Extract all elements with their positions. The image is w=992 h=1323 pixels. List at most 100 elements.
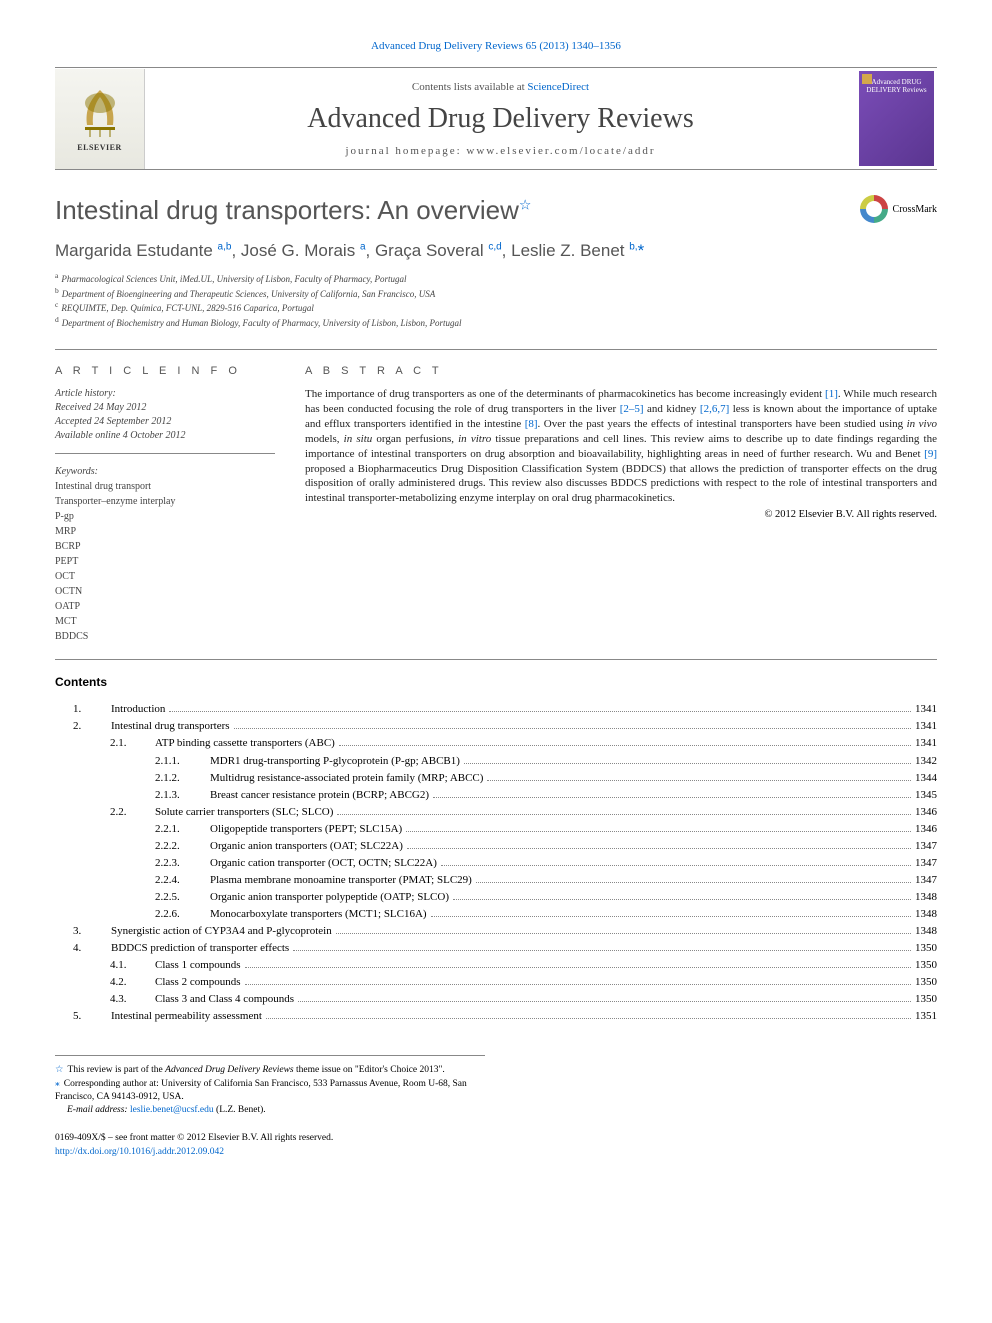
header-link[interactable]: Advanced Drug Delivery Reviews 65 (2013)… [371, 40, 621, 52]
toc-row[interactable]: 2.1.1.MDR1 drug-transporting P-glycoprot… [55, 753, 937, 770]
toc-title: BDDCS prediction of transporter effects [111, 940, 289, 957]
toc-leader-dots [453, 899, 911, 900]
toc-title: Breast cancer resistance protein (BCRP; … [210, 787, 429, 804]
journal-name: Advanced Drug Delivery Reviews [155, 103, 846, 135]
email-suffix: (L.Z. Benet). [214, 1105, 266, 1115]
toc-page: 1347 [915, 872, 937, 889]
toc-title: Plasma membrane monoamine transporter (P… [210, 872, 472, 889]
homepage-url[interactable]: www.elsevier.com/locate/addr [466, 145, 655, 157]
toc-row[interactable]: 2.2.3.Organic cation transporter (OCT, O… [55, 855, 937, 872]
toc-page: 1350 [915, 974, 937, 991]
toc-row[interactable]: 2.Intestinal drug transporters1341 [55, 718, 937, 735]
toc-title: MDR1 drug-transporting P-glycoprotein (P… [210, 753, 460, 770]
toc-leader-dots [431, 916, 911, 917]
footnote-theme: This review is part of the Advanced Drug… [68, 1065, 445, 1075]
toc-page: 1342 [915, 753, 937, 770]
toc-page: 1341 [915, 701, 937, 718]
toc-title: Organic anion transporter polypeptide (O… [210, 889, 449, 906]
toc-page: 1347 [915, 838, 937, 855]
article-info: A R T I C L E I N F O Article history: R… [55, 365, 275, 644]
toc-title: Intestinal drug transporters [111, 718, 230, 735]
toc-row[interactable]: 2.1.2.Multidrug resistance-associated pr… [55, 770, 937, 787]
toc-row[interactable]: 2.2.Solute carrier transporters (SLC; SL… [55, 804, 937, 821]
toc-page: 1346 [915, 804, 937, 821]
toc-page: 1346 [915, 821, 937, 838]
toc-num: 4. [55, 940, 111, 957]
toc-page: 1348 [915, 889, 937, 906]
toc-title: Oligopeptide transporters (PEPT; SLC15A) [210, 821, 402, 838]
toc-num: 3. [55, 923, 111, 940]
homepage-line: journal homepage: www.elsevier.com/locat… [155, 145, 846, 157]
footnotes: ☆ This review is part of the Advanced Dru… [55, 1055, 485, 1117]
toc-leader-dots [298, 1001, 911, 1002]
toc-leader-dots [234, 728, 911, 729]
toc-num: 4.2. [55, 974, 155, 991]
article-history: Article history: Received 24 May 2012Acc… [55, 387, 275, 454]
elsevier-logo: ELSEVIER [55, 69, 145, 169]
toc-page: 1345 [915, 787, 937, 804]
keywords: Keywords: Intestinal drug transportTrans… [55, 464, 275, 644]
toc-page: 1347 [915, 855, 937, 872]
toc-leader-dots [245, 967, 911, 968]
toc-leader-dots [245, 984, 911, 985]
copyright: © 2012 Elsevier B.V. All rights reserved… [305, 509, 937, 520]
toc-num: 5. [55, 1008, 111, 1025]
toc-num: 2.2.5. [55, 889, 210, 906]
toc-page: 1348 [915, 906, 937, 923]
toc-page: 1351 [915, 1008, 937, 1025]
sciencedirect-link[interactable]: ScienceDirect [527, 81, 589, 93]
toc-num: 2.1.2. [55, 770, 210, 787]
toc-page: 1350 [915, 991, 937, 1008]
toc-row[interactable]: 2.1.3.Breast cancer resistance protein (… [55, 787, 937, 804]
toc-leader-dots [407, 848, 911, 849]
abstract-text: The importance of drug transporters as o… [305, 387, 937, 506]
toc-row[interactable]: 2.2.2.Organic anion transporters (OAT; S… [55, 838, 937, 855]
toc-row[interactable]: 2.2.1.Oligopeptide transporters (PEPT; S… [55, 821, 937, 838]
front-matter: 0169-409X/$ – see front matter © 2012 El… [55, 1132, 937, 1145]
doi-link[interactable]: http://dx.doi.org/10.1016/j.addr.2012.09… [55, 1147, 224, 1157]
toc-row[interactable]: 2.2.6.Monocarboxylate transporters (MCT1… [55, 906, 937, 923]
toc-title: Organic anion transporters (OAT; SLC22A) [210, 838, 403, 855]
abstract-heading: A B S T R A C T [305, 365, 937, 377]
toc-page: 1341 [915, 735, 937, 752]
toc-row[interactable]: 2.2.4.Plasma membrane monoamine transpor… [55, 872, 937, 889]
toc-title: Multidrug resistance-associated protein … [210, 770, 483, 787]
toc-num: 2.2.4. [55, 872, 210, 889]
contents-line: Contents lists available at ScienceDirec… [155, 81, 846, 93]
star-icon: ☆ [55, 1065, 64, 1075]
toc-row[interactable]: 2.2.5.Organic anion transporter polypept… [55, 889, 937, 906]
asterisk-icon: ⁎ [55, 1079, 60, 1089]
running-header: Advanced Drug Delivery Reviews 65 (2013)… [55, 40, 937, 52]
toc-title: Introduction [111, 701, 165, 718]
masthead: ELSEVIER Contents lists available at Sci… [55, 67, 937, 170]
toc-row[interactable]: 5.Intestinal permeability assessment 1351 [55, 1008, 937, 1025]
toc-num: 2.1.1. [55, 753, 210, 770]
toc-leader-dots [406, 831, 911, 832]
table-of-contents: 1.Introduction13412.Intestinal drug tran… [55, 701, 937, 1025]
toc-title: Intestinal permeability assessment [111, 1008, 262, 1025]
toc-page: 1341 [915, 718, 937, 735]
toc-row[interactable]: 3.Synergistic action of CYP3A4 and P-gly… [55, 923, 937, 940]
toc-row[interactable]: 2.1.ATP binding cassette transporters (A… [55, 735, 937, 752]
toc-leader-dots [441, 865, 911, 866]
toc-page: 1350 [915, 940, 937, 957]
toc-leader-dots [169, 711, 911, 712]
toc-row[interactable]: 4.3.Class 3 and Class 4 compounds1350 [55, 991, 937, 1008]
affiliations: aPharmacological Sciences Unit, iMed.UL,… [55, 271, 937, 329]
toc-leader-dots [487, 780, 911, 781]
email-link[interactable]: leslie.benet@ucsf.edu [130, 1105, 214, 1115]
toc-title: Synergistic action of CYP3A4 and P-glyco… [111, 923, 332, 940]
toc-row[interactable]: 4.BDDCS prediction of transporter effect… [55, 940, 937, 957]
crossmark-badge[interactable]: CrossMark [860, 195, 937, 223]
journal-cover-thumbnail: Advanced DRUG DELIVERY Reviews [859, 71, 934, 166]
abstract: A B S T R A C T The importance of drug t… [305, 365, 937, 644]
toc-title: Solute carrier transporters (SLC; SLCO) [155, 804, 333, 821]
article-info-heading: A R T I C L E I N F O [55, 365, 275, 377]
toc-num: 2.1.3. [55, 787, 210, 804]
footnote-star-icon: ☆ [519, 196, 532, 212]
toc-page: 1350 [915, 957, 937, 974]
crossmark-icon [860, 195, 888, 223]
toc-row[interactable]: 4.1.Class 1 compounds1350 [55, 957, 937, 974]
toc-row[interactable]: 1.Introduction1341 [55, 701, 937, 718]
toc-row[interactable]: 4.2.Class 2 compounds1350 [55, 974, 937, 991]
